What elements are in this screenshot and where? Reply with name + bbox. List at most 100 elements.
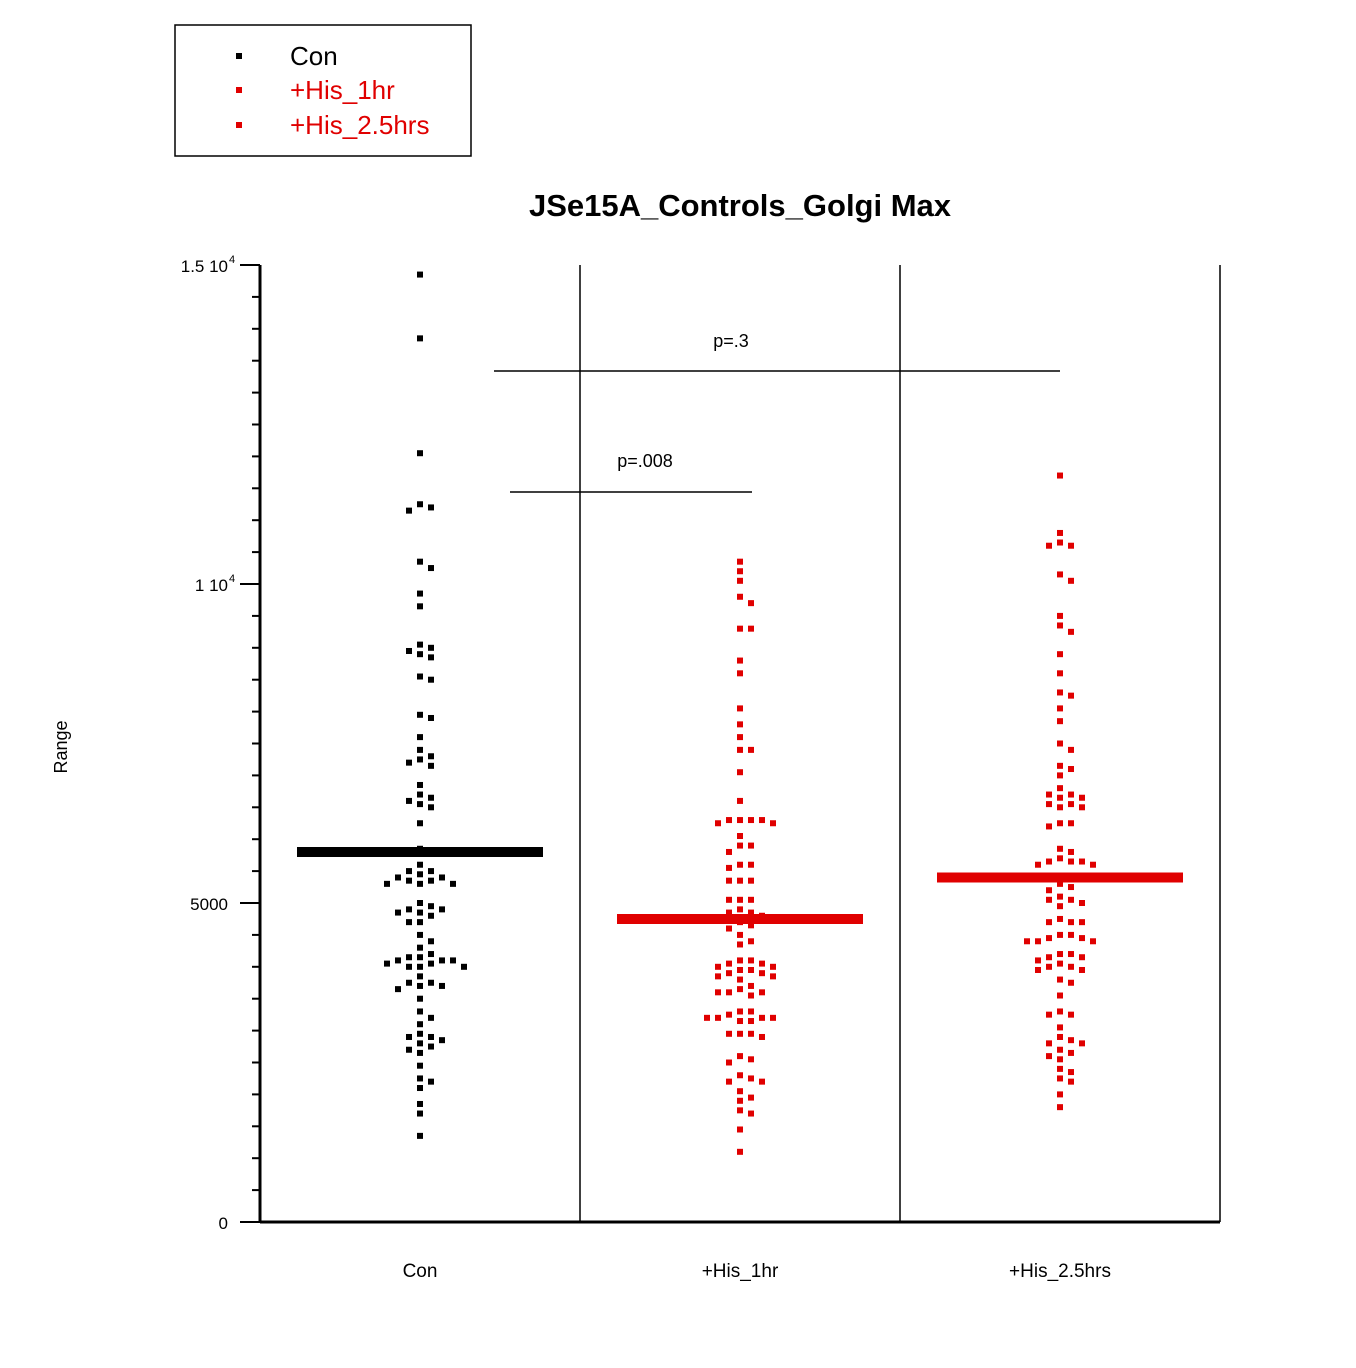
data-point (748, 957, 754, 964)
data-point (417, 791, 423, 798)
data-point (737, 705, 743, 712)
data-point (726, 817, 732, 824)
data-point (737, 1107, 743, 1114)
data-point (748, 909, 754, 916)
data-point (759, 960, 765, 967)
data-point (737, 769, 743, 776)
data-point (417, 909, 423, 916)
data-point (726, 1078, 732, 1085)
data-point (417, 673, 423, 680)
data-point (737, 670, 743, 677)
data-point (395, 874, 401, 881)
data-point (1057, 689, 1063, 696)
data-point (715, 989, 721, 996)
data-point (1079, 935, 1085, 942)
data-point (1068, 801, 1074, 808)
data-point (759, 1033, 765, 1040)
data-point (737, 957, 743, 964)
data-point (726, 1030, 732, 1037)
data-point (1079, 954, 1085, 961)
data-point (428, 644, 434, 651)
data-point (417, 944, 423, 951)
data-point (748, 982, 754, 989)
data-point (1068, 820, 1074, 827)
data-point (737, 1008, 743, 1015)
data-point (417, 919, 423, 926)
comparison-label: p=.008 (617, 451, 673, 471)
data-point (1068, 919, 1074, 926)
data-point (406, 979, 412, 986)
data-point (417, 746, 423, 753)
data-point (1068, 963, 1074, 970)
data-point (1057, 845, 1063, 852)
data-point (1079, 919, 1085, 926)
data-point (770, 973, 776, 980)
data-point (737, 1088, 743, 1095)
data-point (726, 960, 732, 967)
data-point (726, 989, 732, 996)
data-point (1057, 893, 1063, 900)
data-point (737, 861, 743, 868)
data-point (417, 871, 423, 878)
data-point (1057, 612, 1063, 619)
data-point (384, 960, 390, 967)
data-point (450, 957, 456, 964)
data-point (1046, 542, 1052, 549)
data-point (1079, 794, 1085, 801)
data-point (1035, 861, 1041, 868)
data-point (1057, 718, 1063, 725)
data-point (1057, 794, 1063, 801)
data-point (1079, 966, 1085, 973)
data-point (1057, 1075, 1063, 1082)
data-point (737, 657, 743, 664)
data-point (439, 982, 445, 989)
data-point (417, 651, 423, 658)
data-point (428, 1014, 434, 1021)
data-point (428, 676, 434, 683)
data-point (384, 880, 390, 887)
legend-marker (236, 87, 242, 93)
data-point (417, 1040, 423, 1047)
data-point (737, 577, 743, 584)
data-point (406, 797, 412, 804)
data-point (450, 880, 456, 887)
data-point (737, 817, 743, 824)
data-point (1057, 539, 1063, 546)
data-point (737, 797, 743, 804)
data-point (417, 801, 423, 808)
data-point (1046, 935, 1052, 942)
data-point (1057, 762, 1063, 769)
data-point (406, 963, 412, 970)
chart-title: JSe15A_Controls_Golgi Max (529, 188, 952, 223)
data-point (417, 982, 423, 989)
data-point (748, 1056, 754, 1063)
data-point (417, 1100, 423, 1107)
data-point (1057, 472, 1063, 479)
data-point (1057, 1046, 1063, 1053)
data-point (1057, 1008, 1063, 1015)
legend-label: +His_2.5hrs (290, 110, 429, 140)
data-point (748, 1018, 754, 1025)
data-point (1068, 1011, 1074, 1018)
data-point (770, 963, 776, 970)
data-point (748, 896, 754, 903)
data-point (406, 906, 412, 913)
data-point (1057, 571, 1063, 578)
data-point (1068, 1078, 1074, 1085)
data-point (1068, 1069, 1074, 1076)
data-point (428, 951, 434, 958)
data-point (748, 1008, 754, 1015)
data-point (406, 877, 412, 884)
y-tick-label: 0 (219, 1214, 228, 1233)
data-point (417, 1062, 423, 1069)
data-point (726, 848, 732, 855)
data-point (428, 1043, 434, 1050)
data-point (737, 593, 743, 600)
data-point (1046, 1011, 1052, 1018)
data-point (737, 1053, 743, 1060)
legend-label: +His_1hr (290, 75, 395, 105)
data-point (1057, 651, 1063, 658)
data-point (1057, 992, 1063, 999)
data-point (748, 600, 754, 607)
